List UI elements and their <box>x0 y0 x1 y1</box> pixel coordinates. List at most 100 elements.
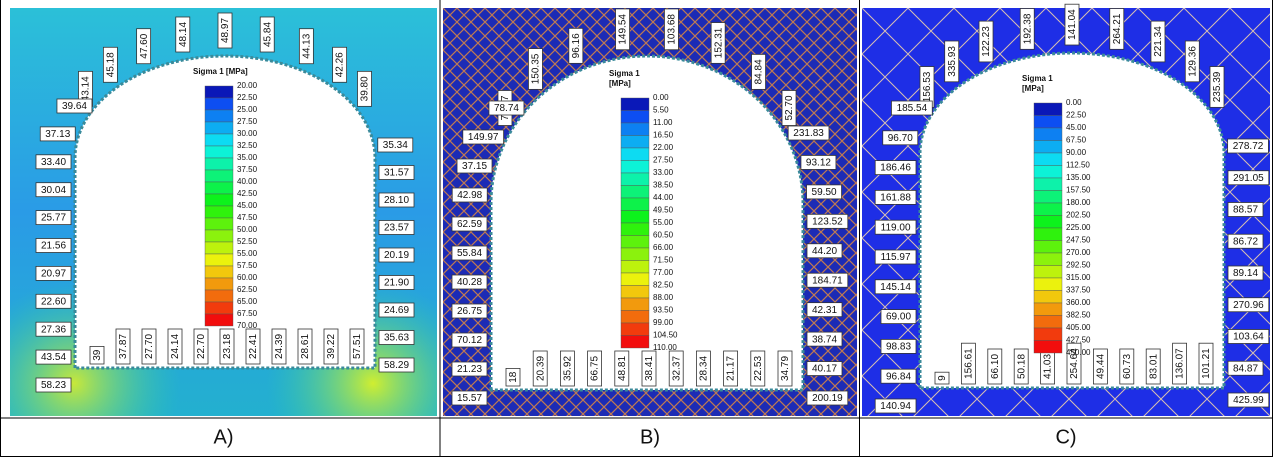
boundary-label: 24.69 <box>379 303 414 317</box>
boundary-label: 15.57 <box>452 391 487 405</box>
label-text: 57.51 <box>352 334 363 359</box>
label-text: 39.64 <box>62 101 87 112</box>
boundary-label: 35.63 <box>379 331 414 345</box>
boundary-label: 161.88 <box>875 190 916 204</box>
legend-tick-label: 77.00 <box>653 268 674 277</box>
label-text: 28.61 <box>300 334 311 359</box>
label-text: 34.79 <box>780 356 791 381</box>
label-text: 33.40 <box>41 157 66 168</box>
label-text: 70.12 <box>457 335 482 346</box>
legend-tick-label: 90.00 <box>1066 148 1087 157</box>
label-text: 149.54 <box>618 14 629 45</box>
legend-tick-label: 382.50 <box>1066 311 1091 320</box>
legend-swatch <box>621 111 649 124</box>
label-text: 22.41 <box>248 334 259 359</box>
label-text: 425.99 <box>1233 395 1264 406</box>
boundary-label: 89.14 <box>1228 266 1263 280</box>
label-text: 45.84 <box>262 22 273 47</box>
legend-swatch <box>205 302 233 314</box>
label-text: 149.97 <box>468 132 499 143</box>
label-text: 115.97 <box>881 252 911 263</box>
boundary-label: 42.26 <box>333 47 347 82</box>
boundary-label: 44.20 <box>807 244 842 258</box>
legend-title: Sigma 1 [MPa] <box>193 67 248 76</box>
legend-swatch <box>205 158 233 170</box>
legend-swatch <box>205 230 233 242</box>
label-text: 184.71 <box>812 275 843 286</box>
legend-tick-label: 157.50 <box>1066 186 1091 195</box>
label-text: 24.14 <box>170 334 181 359</box>
legend-swatch <box>1034 128 1062 141</box>
label-text: 24.69 <box>384 305 409 316</box>
label-text: 101.21 <box>1201 348 1212 379</box>
boundary-label: 70.12 <box>452 333 487 347</box>
legend-tick-label: 32.50 <box>237 141 258 150</box>
legend-swatch <box>205 86 233 98</box>
boundary-label: 119.00 <box>875 220 916 234</box>
legend-swatch <box>621 223 649 236</box>
legend-swatch <box>621 173 649 186</box>
legend-tick-label: 93.50 <box>653 306 674 315</box>
label-text: 55.84 <box>457 248 482 259</box>
label-text: 60.73 <box>1122 354 1133 379</box>
boundary-label: 278.72 <box>1228 139 1269 153</box>
legend-swatch <box>205 110 233 122</box>
boundary-label: 192.38 <box>1020 9 1034 50</box>
label-text: 48.97 <box>220 18 231 43</box>
boundary-label: 31.57 <box>379 166 414 180</box>
label-text: 69.00 <box>886 312 911 323</box>
label-text: 52.70 <box>784 95 795 120</box>
legend-tick-label: 16.50 <box>653 131 674 140</box>
boundary-label: 103.64 <box>1228 330 1269 344</box>
legend-swatch <box>1034 166 1062 179</box>
label-text: 119.00 <box>881 222 911 233</box>
label-text: 37.13 <box>45 129 70 140</box>
label-text: 15.57 <box>457 393 482 404</box>
legend-tick-label: 110.00 <box>653 343 677 352</box>
legend-tick-label: 99.00 <box>653 318 674 327</box>
legend-tick-label: 49.50 <box>653 206 674 215</box>
boundary-label: 200.19 <box>807 391 848 405</box>
boundary-label: 425.99 <box>1228 393 1269 407</box>
label-text: 37.15 <box>462 161 487 172</box>
label-text: 66.10 <box>990 354 1001 379</box>
label-text: 31.57 <box>384 168 409 179</box>
boundary-label: 32.37 <box>669 351 683 386</box>
legend-swatch <box>1034 216 1062 229</box>
label-text: 21.17 <box>726 356 737 381</box>
label-text: 103.68 <box>667 14 678 45</box>
legend-swatch <box>1034 341 1062 354</box>
boundary-label: 231.83 <box>788 126 829 140</box>
boundary-label: 96.16 <box>569 28 583 63</box>
boundary-label: 42.31 <box>807 303 842 317</box>
legend-tick-label: 315.00 <box>1066 273 1091 282</box>
legend-tick-label: 45.00 <box>1066 123 1087 132</box>
boundary-label: 38.74 <box>807 332 842 346</box>
legend-swatch <box>205 146 233 158</box>
label-text: 62.59 <box>457 219 482 230</box>
legend-tick-label: 247.50 <box>1066 236 1091 245</box>
boundary-label: 58.29 <box>379 358 414 372</box>
legend-swatch <box>621 198 649 211</box>
label-text: 335.93 <box>947 46 958 77</box>
legend-tick-label: 180.00 <box>1066 198 1091 207</box>
legend-tick-label: 57.50 <box>237 261 258 270</box>
legend-tick-label: 70.00 <box>237 321 258 330</box>
legend-tick-label: 65.00 <box>237 297 258 306</box>
boundary-label: 28.61 <box>298 329 312 364</box>
label-text: 20.39 <box>535 356 546 381</box>
label-text: 152.31 <box>713 27 724 58</box>
boundary-label: 18 <box>506 368 520 386</box>
label-text: 43.54 <box>41 352 66 363</box>
legend-swatch <box>1034 303 1062 316</box>
legend-swatch <box>621 211 649 224</box>
legend-tick-label: 30.00 <box>237 129 258 138</box>
label-text: 88.57 <box>1233 205 1258 216</box>
boundary-label: 149.54 <box>616 9 630 50</box>
legend-tick-label: 104.50 <box>653 331 678 340</box>
label-text: 42.98 <box>457 190 482 201</box>
legend-tick-label: 337.50 <box>1066 286 1091 295</box>
legend-title: Sigma 1 <box>1022 74 1053 83</box>
boundary-label: 47.60 <box>137 29 151 64</box>
label-text: 231.83 <box>793 128 824 139</box>
